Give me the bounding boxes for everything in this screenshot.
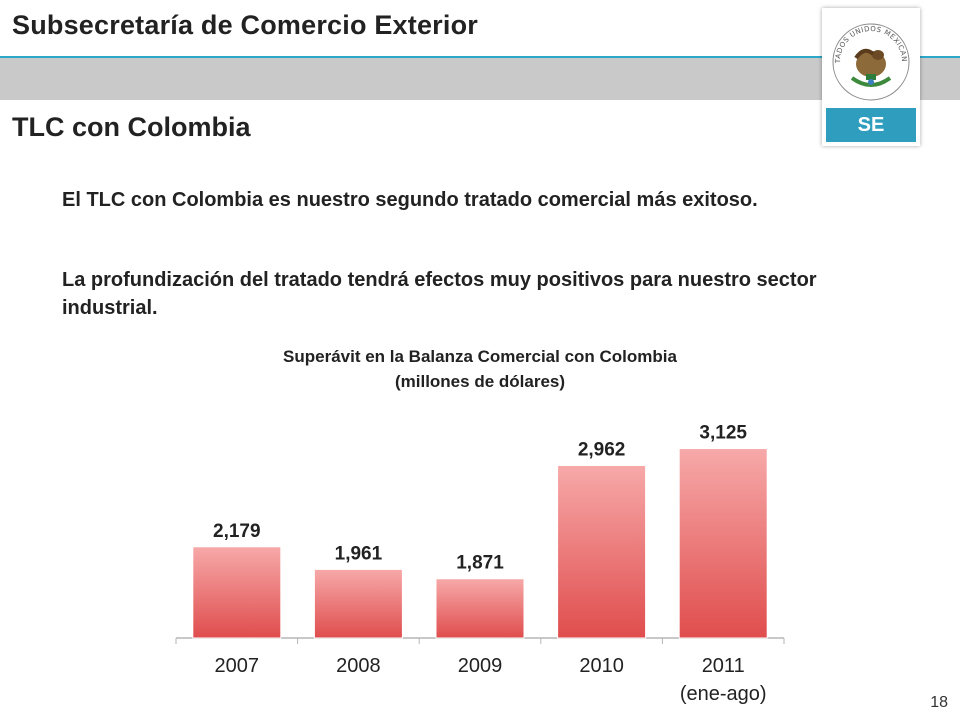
- bar-chart: 2,179 2007 1,961 2008 1,871 2009 2,962 2010 3,12…: [175, 423, 785, 705]
- data-label-2007: 2,179: [213, 521, 261, 542]
- mexican-coat-of-arms-icon: ESTADOS UNIDOS MEXICANOS: [826, 12, 910, 101]
- category-sublabel-2011: (ene-ago): [680, 683, 767, 705]
- data-label-2009: 1,871: [456, 553, 504, 574]
- header-title: Subsecretaría de Comercio Exterior: [12, 10, 478, 40]
- header-accent-line: [0, 56, 960, 59]
- category-label-2011: 2011: [702, 655, 745, 677]
- bar-2009: [435, 578, 525, 639]
- bar-2007: [192, 546, 282, 639]
- category-label-2008: 2008: [336, 655, 381, 677]
- logo-label: SE: [826, 108, 916, 142]
- section-title: TLC con Colombia: [12, 112, 251, 142]
- bar-2011: [678, 448, 768, 639]
- body-paragraph-1: El TLC con Colombia es nuestro segundo t…: [62, 189, 758, 211]
- data-label-2011: 3,125: [699, 423, 747, 444]
- chart-title: Superávit en la Balanza Comercial con Co…: [283, 347, 677, 366]
- category-label-2007: 2007: [215, 655, 259, 677]
- bar-2008: [313, 568, 403, 639]
- category-label-2010: 2010: [579, 655, 624, 677]
- body-paragraph-2: La profundización del tratado tendrá efe…: [62, 269, 817, 319]
- data-label-2010: 2,962: [578, 439, 626, 460]
- bar-2010: [557, 464, 647, 639]
- page-number: 18: [930, 694, 948, 711]
- data-label-2008: 1,961: [335, 543, 383, 564]
- header-bar: [0, 58, 960, 100]
- chart-subtitle: (millones de dólares): [394, 372, 566, 391]
- se-logo: ESTADOS UNIDOS MEXICANOS SE: [822, 8, 920, 146]
- category-label-2009: 2009: [458, 655, 503, 677]
